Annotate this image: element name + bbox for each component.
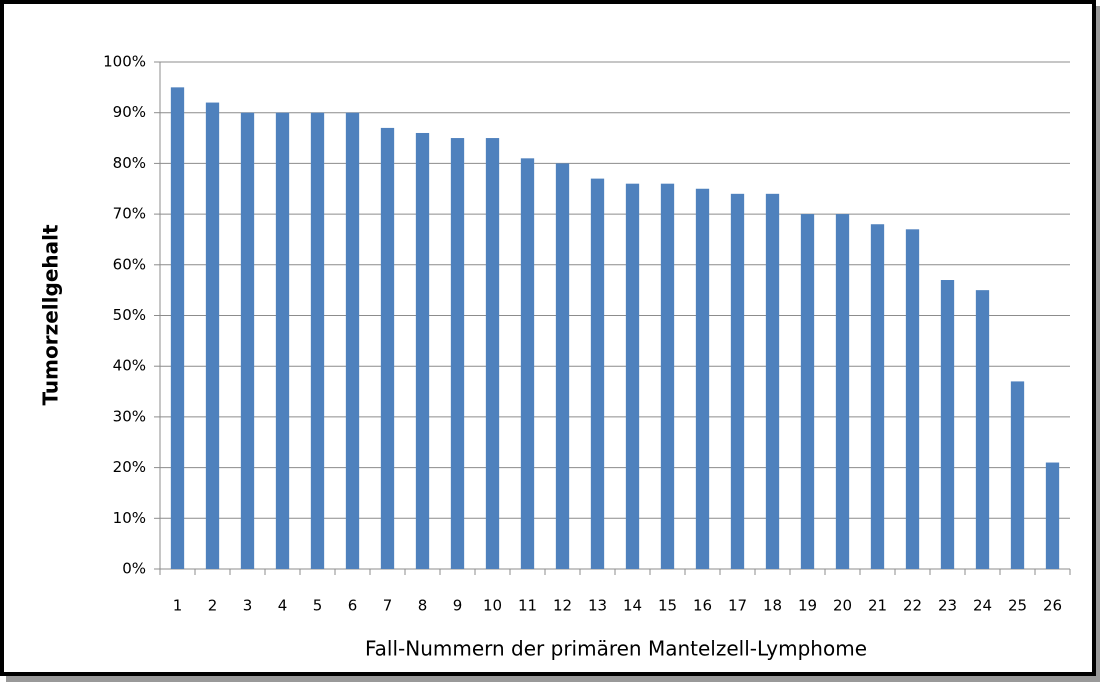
bar [345, 112, 360, 569]
bar [800, 214, 815, 569]
x-axis-label: Fall-Nummern der primären Mantelzell-Lym… [365, 637, 867, 661]
bar [170, 87, 185, 569]
bar [380, 127, 395, 569]
bar [940, 280, 955, 569]
x-tick-label: 17 [728, 597, 747, 615]
bar [275, 112, 290, 569]
x-tick-label: 4 [278, 597, 288, 615]
bar [555, 163, 570, 569]
x-tick-label: 13 [588, 597, 607, 615]
y-tick-label: 10% [113, 509, 146, 527]
bar [1045, 462, 1060, 569]
y-tick-label: 90% [113, 103, 146, 121]
x-tick-label: 14 [623, 597, 642, 615]
bar [695, 188, 710, 569]
y-tick-label: 60% [113, 255, 146, 273]
bar [485, 138, 500, 570]
x-tick-label: 26 [1043, 597, 1062, 615]
y-tick-label: 100% [103, 53, 146, 71]
x-tick-label: 21 [868, 597, 887, 615]
x-tick-label: 2 [208, 597, 218, 615]
bar [660, 183, 675, 569]
y-tick-label: 40% [113, 357, 146, 375]
bar [590, 178, 605, 570]
x-tick-label: 20 [833, 597, 852, 615]
x-tick-label: 22 [903, 597, 922, 615]
x-tick-label: 19 [798, 597, 817, 615]
x-tick-label: 6 [348, 597, 358, 615]
x-tick-label: 16 [693, 597, 712, 615]
bar [730, 193, 745, 569]
bar [870, 224, 885, 570]
bar [415, 132, 430, 570]
y-tick-label: 50% [113, 306, 146, 324]
x-tick-label: 5 [313, 597, 323, 615]
x-tick-label: 7 [383, 597, 393, 615]
x-tick-label: 8 [418, 597, 428, 615]
bar [835, 214, 850, 569]
bar [905, 229, 920, 569]
x-tick-label: 11 [518, 597, 537, 615]
x-tick-label: 9 [453, 597, 463, 615]
x-tick-label: 12 [553, 597, 572, 615]
x-tick-label: 1 [173, 597, 183, 615]
x-tick-label: 23 [938, 597, 957, 615]
bar [765, 193, 780, 569]
bar [205, 102, 220, 569]
x-tick-label: 3 [243, 597, 253, 615]
y-tick-label: 30% [113, 407, 146, 425]
x-tick-label: 18 [763, 597, 782, 615]
y-axis-label: Tumorzellgehalt [39, 224, 63, 406]
bar [520, 158, 535, 569]
bar [975, 290, 990, 569]
y-tick-label: 80% [113, 154, 146, 172]
y-tick-label: 20% [113, 458, 146, 476]
x-tick-label: 10 [483, 597, 502, 615]
y-tick-label: 0% [122, 560, 146, 578]
bar [240, 112, 255, 569]
x-tick-label: 15 [658, 597, 677, 615]
bar [1010, 381, 1025, 569]
bar [450, 138, 465, 570]
y-tick-label: 70% [113, 205, 146, 223]
bar [625, 183, 640, 569]
bar [310, 112, 325, 569]
x-tick-label: 25 [1008, 597, 1027, 615]
x-tick-label: 24 [973, 597, 992, 615]
